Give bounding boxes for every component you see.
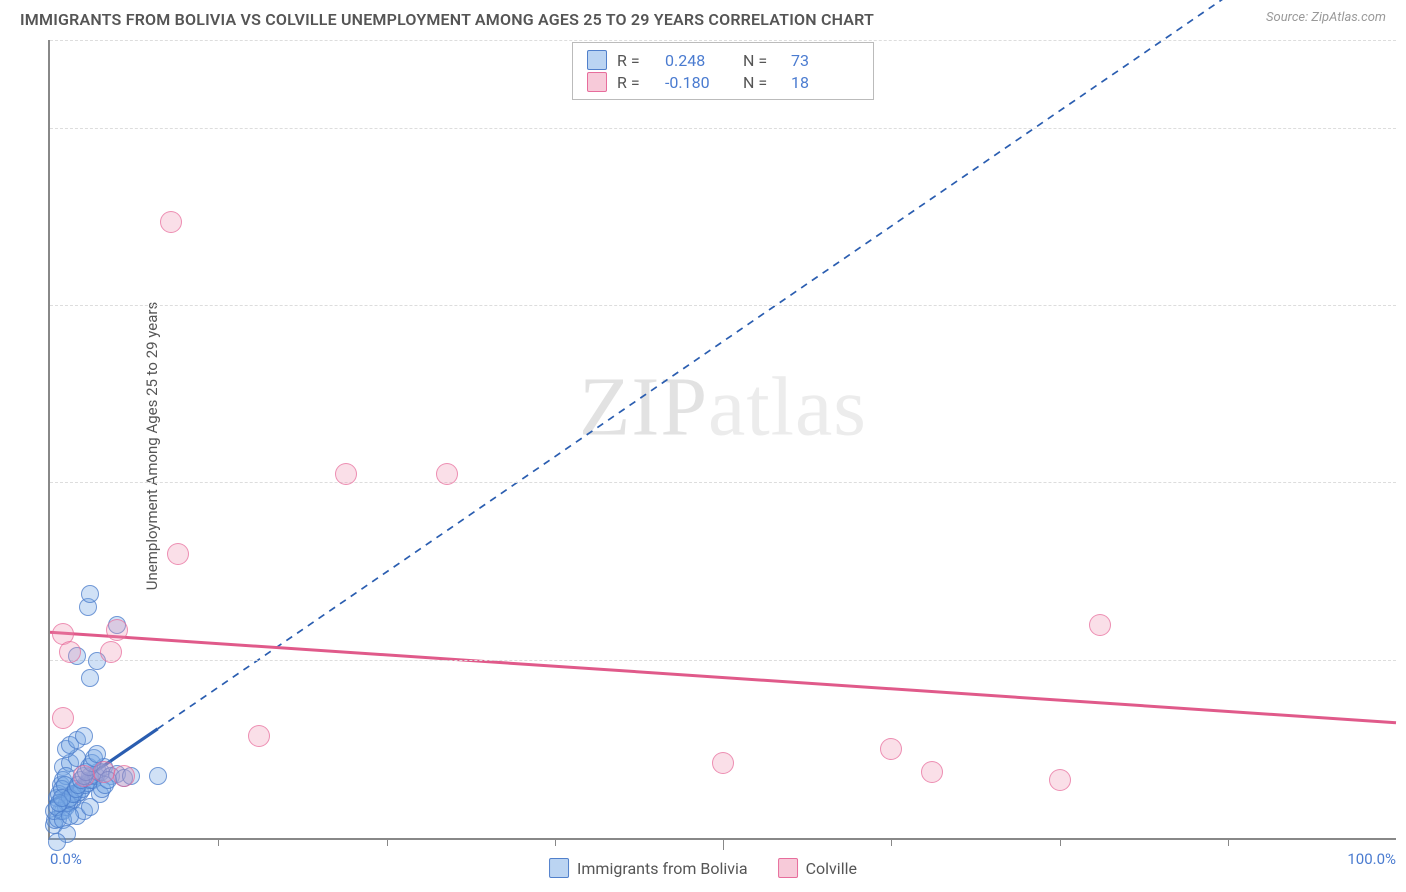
swatch-icon bbox=[587, 50, 607, 70]
x-minor-tick bbox=[387, 838, 388, 846]
legend-label: Immigrants from Bolivia bbox=[577, 859, 748, 878]
legend-row: R = 0.248 N = 73 bbox=[587, 49, 859, 71]
legend-label: Colville bbox=[806, 859, 857, 878]
data-point bbox=[113, 765, 135, 787]
x-tick-label: 0.0% bbox=[50, 850, 82, 868]
data-point bbox=[52, 707, 74, 729]
n-value: 18 bbox=[791, 73, 859, 92]
data-point bbox=[880, 738, 902, 760]
n-label: N = bbox=[743, 73, 781, 92]
data-point bbox=[921, 761, 943, 783]
data-point bbox=[167, 543, 189, 565]
x-minor-tick bbox=[1060, 838, 1061, 846]
data-point bbox=[81, 798, 99, 816]
data-point bbox=[160, 211, 182, 233]
data-point bbox=[48, 833, 66, 851]
gridline bbox=[50, 128, 1396, 129]
gridline bbox=[50, 40, 1396, 41]
data-point bbox=[436, 463, 458, 485]
data-point bbox=[248, 725, 270, 747]
legend-item-bolivia: Immigrants from Bolivia bbox=[549, 858, 748, 878]
n-label: N = bbox=[743, 51, 781, 70]
series-legend: Immigrants from Bolivia Colville bbox=[549, 858, 857, 878]
r-value: 0.248 bbox=[665, 51, 733, 70]
data-point bbox=[75, 727, 93, 745]
data-point bbox=[335, 463, 357, 485]
data-point bbox=[53, 789, 71, 807]
legend-row: R = -0.180 N = 18 bbox=[587, 71, 859, 93]
data-point bbox=[93, 761, 115, 783]
gridline bbox=[50, 660, 1396, 661]
x-tick bbox=[723, 838, 724, 850]
correlation-legend: R = 0.248 N = 73 R = -0.180 N = 18 bbox=[572, 42, 874, 100]
swatch-icon bbox=[549, 858, 569, 878]
gridline bbox=[50, 482, 1396, 483]
watermark: ZIPatlas bbox=[579, 359, 867, 456]
r-value: -0.180 bbox=[665, 73, 733, 92]
data-point bbox=[73, 765, 95, 787]
data-point bbox=[1049, 769, 1071, 791]
trend-lines bbox=[50, 40, 1396, 838]
data-point bbox=[59, 641, 81, 663]
data-point bbox=[149, 767, 167, 785]
data-point bbox=[61, 807, 79, 825]
source-label: Source: ZipAtlas.com bbox=[1266, 10, 1386, 25]
x-minor-tick bbox=[1228, 838, 1229, 846]
data-point bbox=[81, 585, 99, 603]
gridline bbox=[50, 305, 1396, 306]
swatch-icon bbox=[587, 72, 607, 92]
scatter-chart: ZIPatlas R =0.248N =73R =-0.180N =18 20.… bbox=[48, 40, 1396, 840]
x-minor-tick bbox=[891, 838, 892, 846]
data-point bbox=[100, 641, 122, 663]
r-label: R = bbox=[617, 73, 655, 92]
n-value: 73 bbox=[791, 51, 859, 70]
chart-title: IMMIGRANTS FROM BOLIVIA VS COLVILLE UNEM… bbox=[20, 10, 874, 29]
legend-item-colville: Colville bbox=[778, 858, 857, 878]
x-minor-tick bbox=[218, 838, 219, 846]
swatch-icon bbox=[778, 858, 798, 878]
x-tick-label: 100.0% bbox=[1347, 850, 1396, 868]
data-point bbox=[1089, 614, 1111, 636]
data-point bbox=[81, 669, 99, 687]
r-label: R = bbox=[617, 51, 655, 70]
data-point bbox=[712, 752, 734, 774]
x-minor-tick bbox=[555, 838, 556, 846]
data-point bbox=[106, 619, 128, 641]
